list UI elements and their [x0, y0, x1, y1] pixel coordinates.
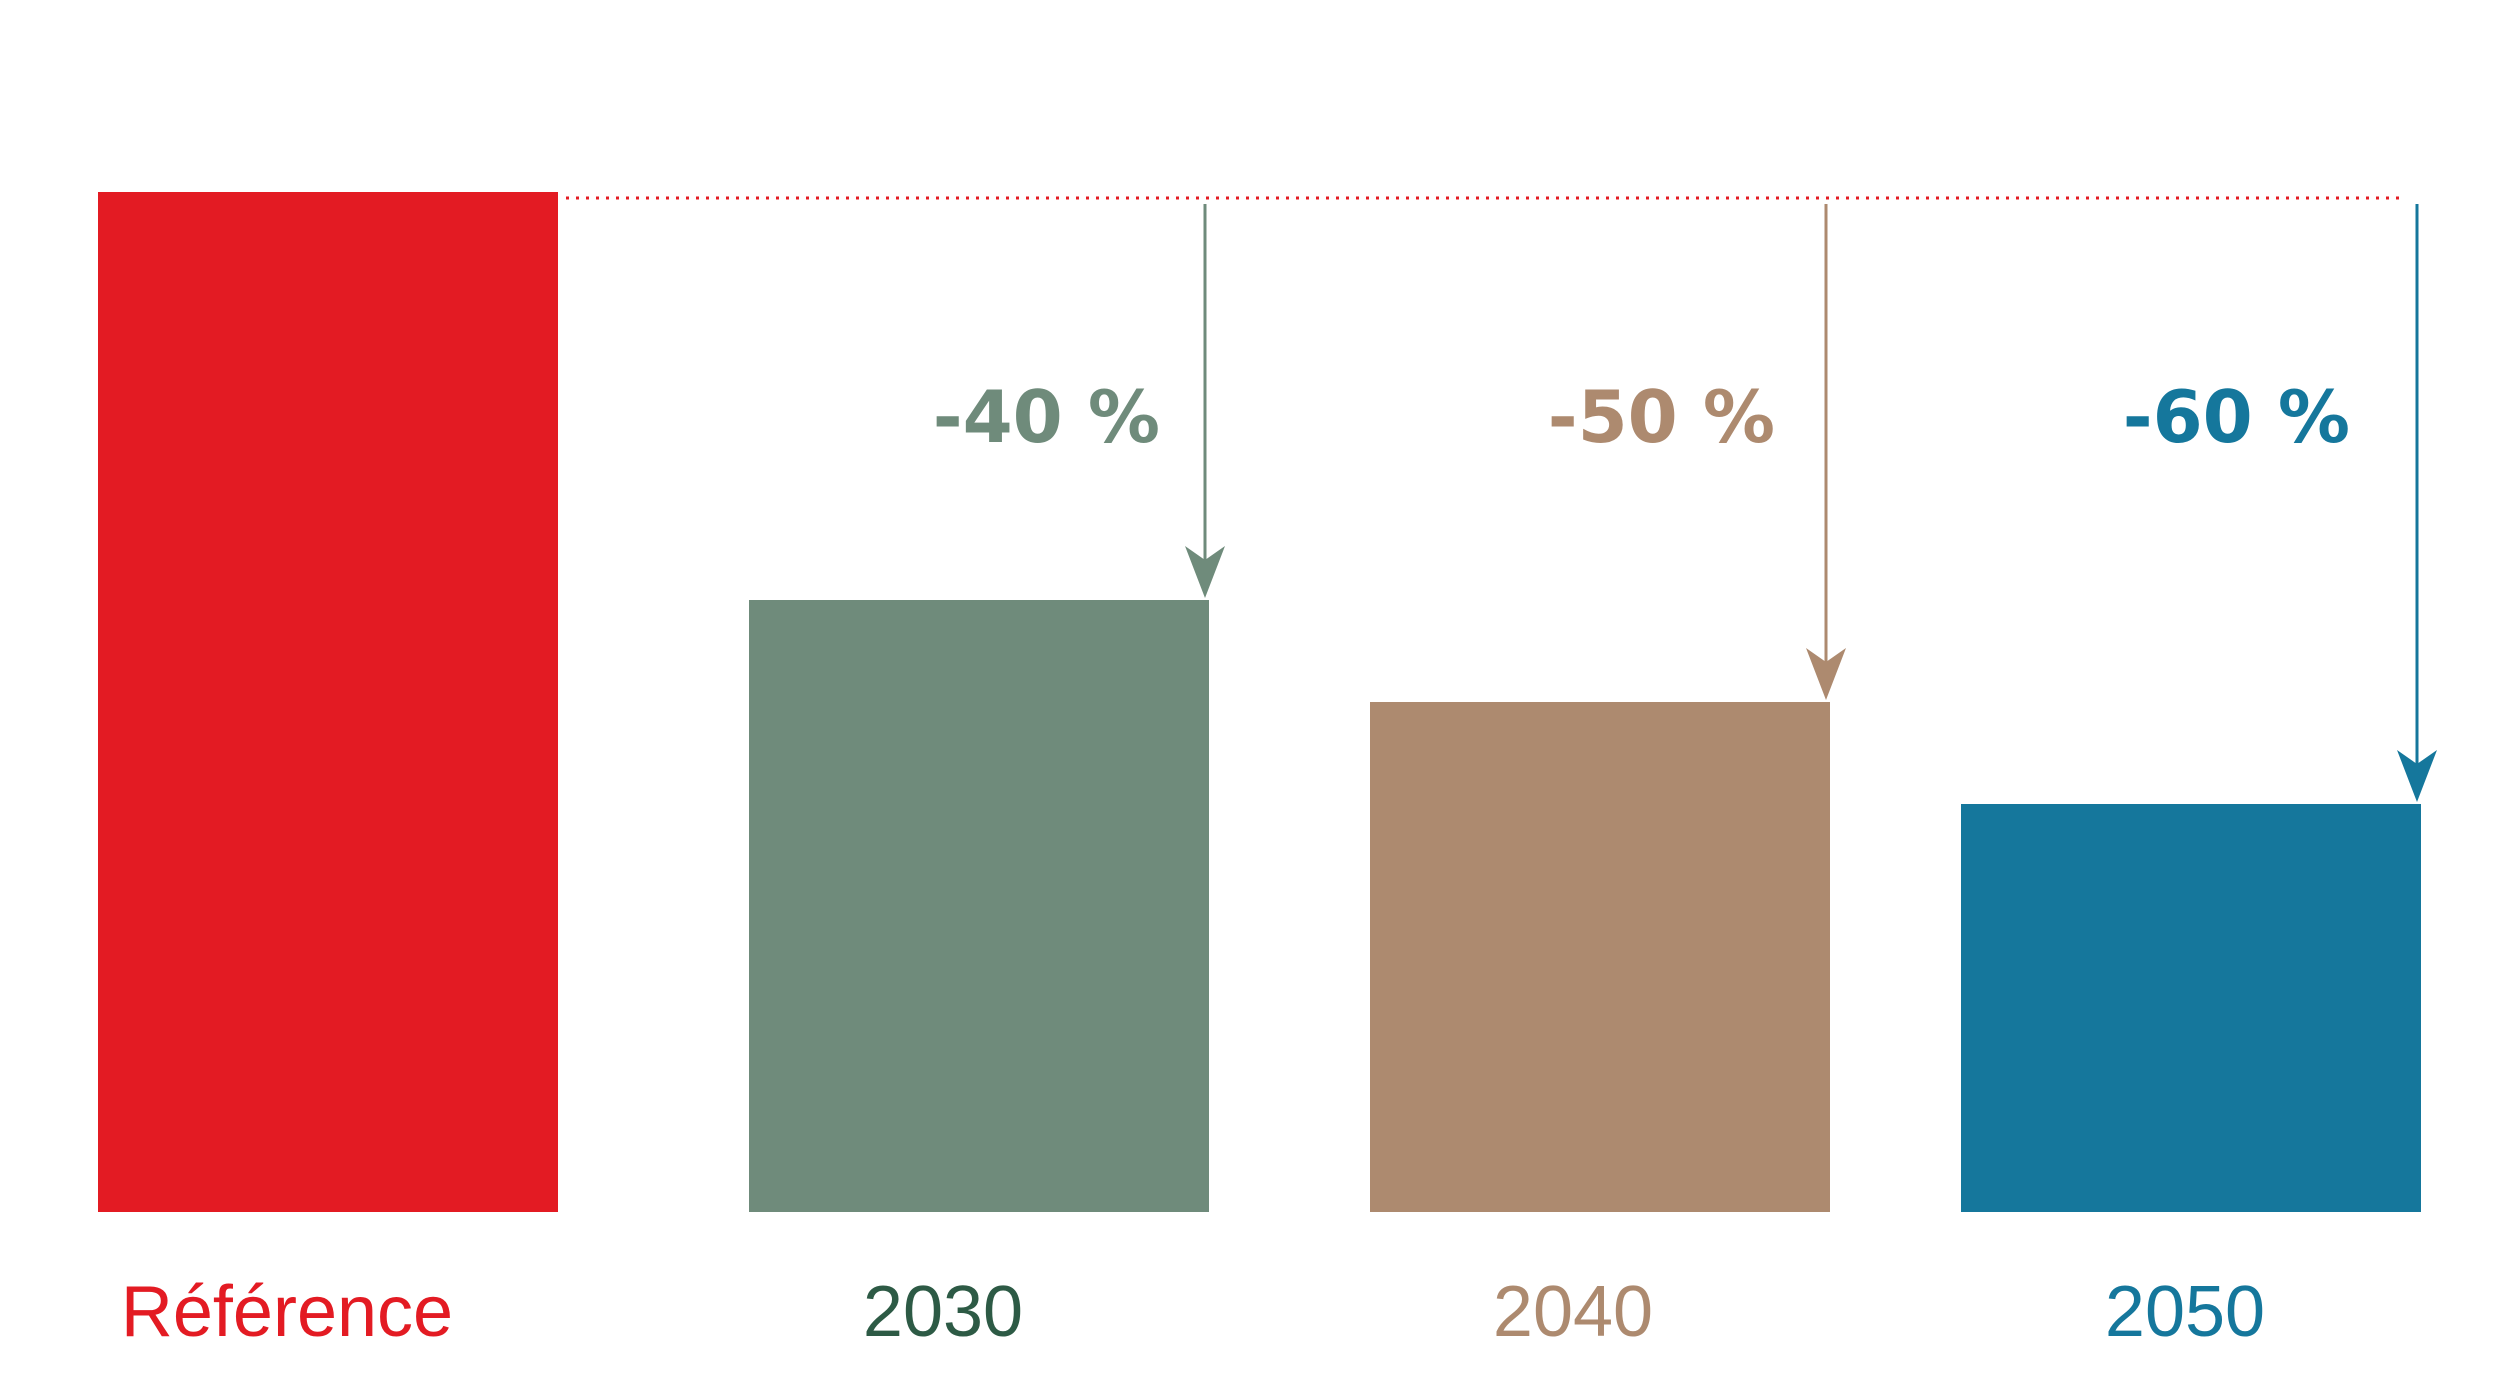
percent-label-2050: -60 %	[2123, 375, 2350, 459]
category-label-reference: Référence	[121, 1272, 453, 1352]
category-labels: Référence 2030 2040 2050	[121, 1272, 2265, 1352]
arrow-head-2030	[1185, 546, 1225, 598]
arrow-2050	[2397, 204, 2437, 802]
reduction-arrows-group	[1185, 204, 2437, 802]
bars-group	[98, 192, 2421, 1212]
bar-reference	[98, 192, 558, 1212]
bar-2040	[1370, 702, 1830, 1212]
bar-2030	[749, 600, 1209, 1212]
bar-2050	[1961, 804, 2421, 1212]
percent-label-2040: -50 %	[1548, 375, 1775, 459]
arrow-head-2040	[1806, 648, 1846, 700]
percent-label-2030: -40 %	[933, 375, 1160, 459]
reduction-percent-labels: -40 % -50 % -60 %	[933, 375, 2350, 459]
category-label-2040: 2040	[1493, 1272, 1653, 1352]
arrow-2030	[1185, 204, 1225, 598]
category-label-2050: 2050	[2105, 1272, 2265, 1352]
arrow-head-2050	[2397, 750, 2437, 802]
category-label-2030: 2030	[863, 1272, 1023, 1352]
arrow-2040	[1806, 204, 1846, 700]
